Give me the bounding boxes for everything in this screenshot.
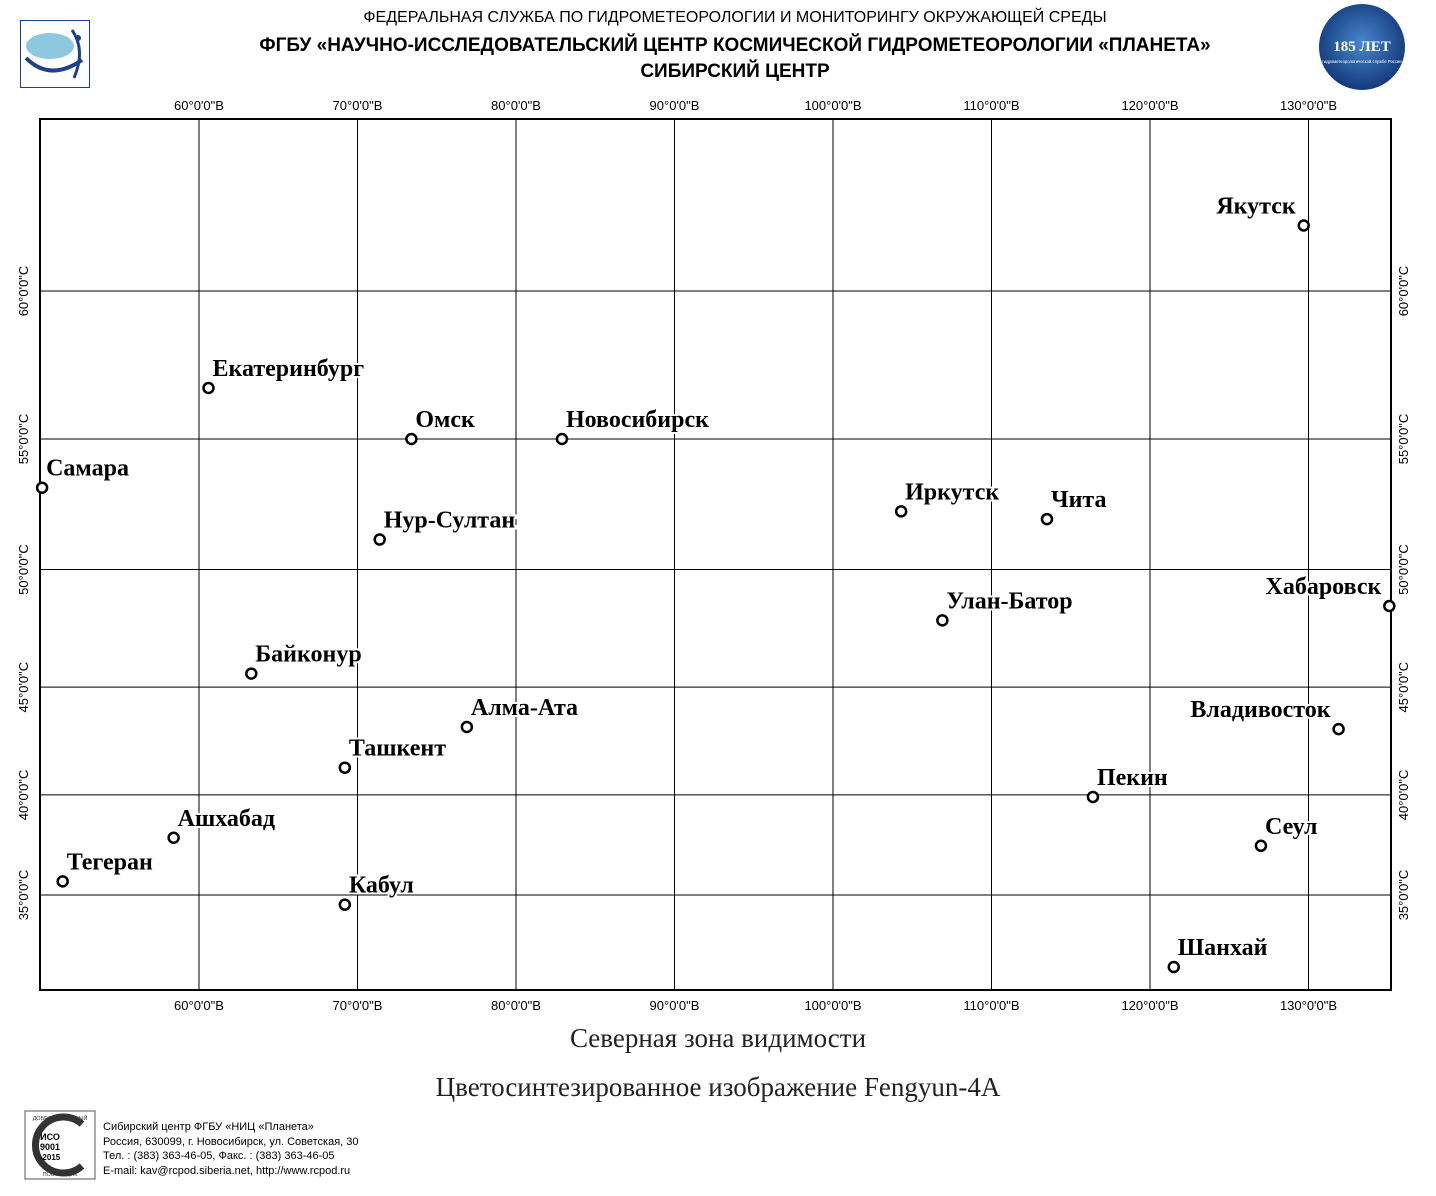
lon-tick-label: 60°0'0"В <box>174 998 224 1010</box>
city-marker <box>1254 839 1268 853</box>
lat-tick-label: 50°0'0"С <box>16 544 31 595</box>
city-label: Якутск <box>1216 193 1296 219</box>
lat-tick-label: 45°0'0"С <box>16 662 31 713</box>
city-label: Кабул <box>349 873 414 899</box>
division-title: СИБИРСКИЙ ЦЕНТР <box>640 61 830 82</box>
city-marker <box>56 875 69 888</box>
lon-tick-label: 120°0'0"В <box>1121 998 1178 1010</box>
cert-year-text: -2015 <box>40 1153 61 1162</box>
lat-tick-label: 35°0'0"С <box>16 870 31 921</box>
city-marker <box>338 898 352 911</box>
city-label: Иркутск <box>905 479 999 505</box>
city-markers: Якутск Екатеринбург Омск Новосибирск Самара И… <box>35 191 1396 974</box>
city-label: Омск <box>415 407 475 433</box>
agency-title: ФЕДЕРАЛЬНАЯ СЛУЖБА ПО ГИДРОМЕТЕОРОЛОГИИ … <box>363 9 1107 26</box>
coordinate-labels: 60°0'0"В 60°0'0"В 70°0'0"В 70°0'0"В 80°0'0"В… <box>16 98 1411 1010</box>
lon-tick-label: 70°0'0"В <box>333 98 383 113</box>
badge-subtext: гидрометеорологической службе России <box>1322 59 1402 64</box>
city-marker <box>460 720 474 734</box>
cert-number-text: 9001 <box>40 1142 60 1152</box>
lat-tick-label: 35°0'0"С <box>1396 870 1411 921</box>
lat-tick-label: 55°0'0"С <box>16 414 31 465</box>
city-label: Улан-Батор <box>946 588 1072 614</box>
contact-block: Сибирский центр ФГБУ «НИЦ «Планета» Росс… <box>103 1120 359 1178</box>
city-marker <box>338 761 352 774</box>
lat-tick-label: 50°0'0"С <box>1396 544 1411 595</box>
city-marker <box>202 381 215 395</box>
lon-tick-label: 110°0'0"В <box>963 998 1019 1010</box>
city-marker <box>1086 790 1100 804</box>
city-label: Чита <box>1051 487 1107 513</box>
city-label: Пекин <box>1097 765 1168 791</box>
lon-tick-label: 70°0'0"В <box>333 998 383 1010</box>
badge-text: 185 ЛЕТ <box>1333 39 1390 55</box>
contact-address: Россия, 630099, г. Новосибирск, ул. Сове… <box>103 1135 359 1148</box>
map-graticule: 60°0'0"В 60°0'0"В 70°0'0"В 70°0'0"В 80°0'0"В… <box>16 98 1411 1010</box>
lat-tick-label: 40°0'0"С <box>1396 770 1411 821</box>
lon-tick-label: 80°0'0"В <box>491 998 541 1010</box>
city-marker <box>555 432 569 446</box>
lon-tick-label: 90°0'0"В <box>650 998 700 1010</box>
city-label: Владивосток <box>1190 697 1330 723</box>
lat-tick-label: 60°0'0"С <box>16 266 31 317</box>
map-frame <box>39 118 1392 991</box>
city-label: Самара <box>46 456 129 482</box>
visibility-zone-caption: Северная зона видимости <box>569 1023 867 1053</box>
lon-tick-label: 130°0'0"В <box>1280 998 1337 1010</box>
contact-org: Сибирский центр ФГБУ «НИЦ «Планета» <box>103 1121 314 1133</box>
lon-tick-label: 120°0'0"В <box>1121 98 1178 113</box>
lat-tick-label: 45°0'0"С <box>1396 662 1411 713</box>
city-label: Шанхай <box>1178 935 1268 961</box>
lon-tick-label: 130°0'0"В <box>1280 98 1337 113</box>
city-marker <box>35 481 49 494</box>
lon-tick-label: 110°0'0"В <box>963 98 1019 113</box>
cert-top-text: ДОБРОСОВЕСТНЫЙ <box>33 1114 88 1122</box>
city-marker <box>1332 722 1345 736</box>
city-label: Нур-Султан <box>384 508 516 534</box>
center-title: ФГБУ «НАУЧНО-ИССЛЕДОВАТЕЛЬСКИЙ ЦЕНТР КОС… <box>259 35 1211 56</box>
lon-tick-label: 80°0'0"В <box>491 98 541 113</box>
city-marker <box>1167 960 1181 974</box>
city-label: Байконур <box>255 642 361 668</box>
city-marker <box>167 831 180 845</box>
city-marker <box>894 505 908 518</box>
city-marker <box>405 432 418 446</box>
cert-bottom-text: ПОСТАВЩИК <box>43 1172 79 1178</box>
city-marker <box>1383 599 1396 613</box>
city-label: Екатеринбург <box>213 356 365 382</box>
city-marker <box>1040 512 1054 526</box>
lon-tick-label: 100°0'0"В <box>804 998 861 1010</box>
city-label: Тегеран <box>67 849 153 875</box>
grid-lines <box>40 119 1391 990</box>
city-label: Новосибирск <box>566 407 709 433</box>
city-marker <box>936 614 949 627</box>
city-label: Ашхабад <box>178 806 275 832</box>
lon-tick-label: 60°0'0"В <box>174 98 224 113</box>
city-label: Ташкент <box>349 736 446 762</box>
city-marker <box>1297 219 1310 232</box>
lat-tick-label: 55°0'0"С <box>1396 414 1411 465</box>
city-label: Алма-Ата <box>471 695 578 721</box>
planeta-logo-icon <box>20 20 90 88</box>
cert-iso-text: ИСО <box>40 1132 60 1142</box>
contact-email: E-mail: kav@rcpod.siberia.net, http://ww… <box>103 1164 351 1177</box>
product-caption: Цветосинтезированное изображение Fengyun… <box>435 1072 1001 1102</box>
city-label: Хабаровск <box>1266 574 1382 600</box>
lon-tick-label: 90°0'0"В <box>650 98 700 113</box>
city-label: Сеул <box>1265 814 1318 840</box>
city-marker <box>373 533 386 546</box>
iso-certificate-icon: ДОБРОСОВЕСТНЫЙ ИСО 9001 -2015 ПОСТАВЩИК <box>24 1110 96 1180</box>
lat-tick-label: 40°0'0"С <box>16 770 31 821</box>
anniversary-badge-icon: 185 ЛЕТ гидрометеорологической службе Ро… <box>1319 4 1405 90</box>
lon-tick-label: 100°0'0"В <box>804 98 861 113</box>
city-marker <box>245 667 258 680</box>
contact-phone: Тел. : (383) 363-46-05, Факс. : (383) 36… <box>103 1150 335 1162</box>
lat-tick-label: 60°0'0"С <box>1396 266 1411 317</box>
